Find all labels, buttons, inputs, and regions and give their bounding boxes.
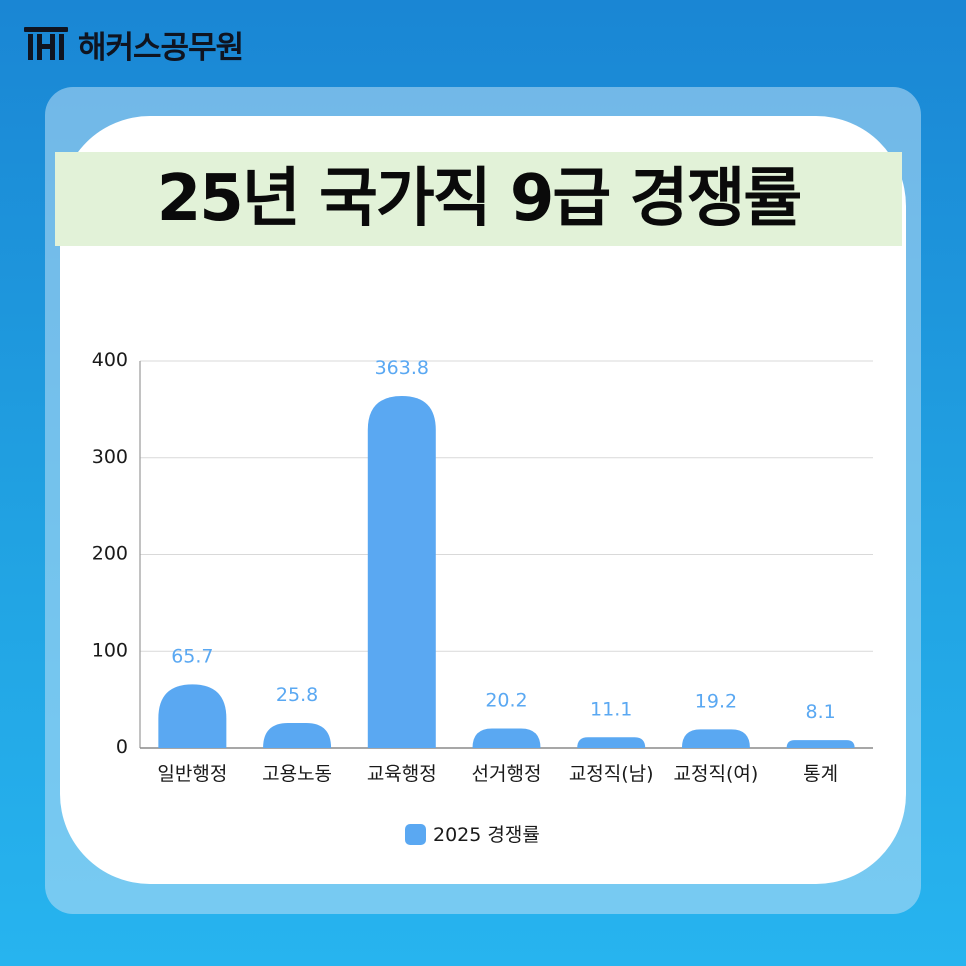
bar-5 bbox=[577, 737, 646, 748]
legend-swatch bbox=[405, 824, 426, 845]
value-label: 65.7 bbox=[171, 645, 213, 667]
value-label: 8.1 bbox=[806, 701, 836, 723]
bar-2 bbox=[263, 723, 332, 748]
page-title: 25년 국가직 9급 경쟁률 bbox=[156, 162, 802, 236]
y-tick-label: 0 bbox=[116, 736, 128, 758]
value-label: 25.8 bbox=[276, 684, 318, 706]
y-tick-label: 200 bbox=[92, 543, 128, 565]
bar-3 bbox=[367, 396, 436, 748]
x-tick-label: 교정직(여) bbox=[674, 763, 759, 785]
bar-4 bbox=[472, 728, 541, 748]
x-tick-label: 교정직(남) bbox=[569, 763, 654, 785]
bar-7 bbox=[786, 740, 855, 748]
title-highlight bbox=[55, 152, 902, 246]
value-labels: 65.7 25.8 363.8 20.2 11.1 19.2 8.1 bbox=[171, 357, 836, 723]
x-tick-label: 통계 bbox=[803, 763, 838, 785]
value-label: 20.2 bbox=[485, 689, 527, 711]
y-tick-label: 400 bbox=[92, 349, 128, 371]
legend-label: 2025 경쟁률 bbox=[433, 824, 540, 846]
x-tick-label: 선거행정 bbox=[472, 763, 542, 785]
legend: 2025 경쟁률 bbox=[405, 824, 540, 846]
bar-6 bbox=[681, 729, 750, 748]
y-tick-label: 300 bbox=[92, 446, 128, 468]
bar-1 bbox=[158, 684, 227, 748]
brand-header: 해커스공무원 bbox=[22, 22, 244, 66]
grid-layer bbox=[140, 360, 873, 652]
value-label: 19.2 bbox=[695, 690, 737, 712]
hackers-logo-icon bbox=[24, 27, 68, 60]
value-label: 363.8 bbox=[375, 357, 429, 379]
x-axis-ticks: 일반행정 고용노동 교육행정 선거행정 교정직(남) 교정직(여) 통계 bbox=[157, 763, 838, 785]
bars bbox=[158, 396, 855, 748]
y-tick-label: 100 bbox=[92, 639, 128, 661]
x-tick-label: 교육행정 bbox=[367, 763, 437, 785]
y-axis-ticks: 0 100 200 300 400 bbox=[92, 349, 128, 758]
x-tick-label: 일반행정 bbox=[157, 763, 227, 785]
x-tick-label: 고용노동 bbox=[262, 763, 332, 785]
value-label: 11.1 bbox=[590, 698, 632, 720]
brand-name: 해커스공무원 bbox=[78, 29, 244, 66]
